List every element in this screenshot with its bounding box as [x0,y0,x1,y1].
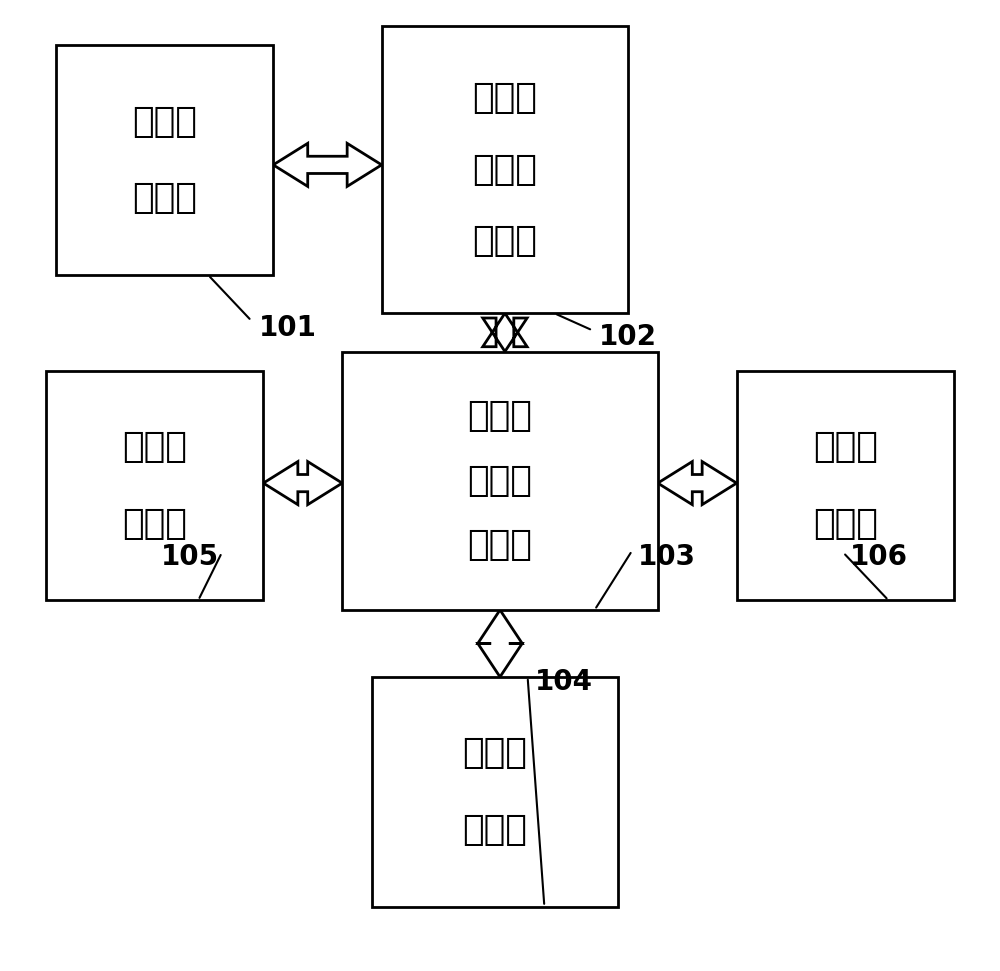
Text: 信息集: 信息集 [468,399,532,433]
Polygon shape [263,461,342,505]
Text: 106: 106 [850,544,908,571]
Text: 101: 101 [258,314,316,342]
FancyBboxPatch shape [342,352,658,610]
Text: 感模块: 感模块 [132,182,197,216]
FancyBboxPatch shape [737,371,954,600]
Polygon shape [658,461,737,505]
Text: 测与识: 测与识 [472,152,537,186]
FancyBboxPatch shape [382,26,628,314]
Text: 目标检: 目标检 [472,81,537,115]
Polygon shape [273,144,382,186]
FancyBboxPatch shape [372,677,618,907]
Text: 敌我识: 敌我识 [463,736,528,771]
Text: 制模块: 制模块 [468,528,532,562]
Text: 备模块: 备模块 [122,507,187,541]
Text: 防御设: 防御设 [122,430,187,464]
Text: 多模传: 多模传 [132,105,197,139]
Text: 104: 104 [535,668,593,695]
Text: 别模块: 别模块 [463,813,528,847]
Text: 102: 102 [599,323,657,352]
Text: 103: 103 [638,544,696,571]
Polygon shape [483,314,527,352]
Text: 数据情: 数据情 [813,430,878,464]
FancyBboxPatch shape [56,46,273,275]
Text: 报中心: 报中心 [813,507,878,541]
Polygon shape [478,610,522,677]
Text: 105: 105 [161,544,219,571]
Text: 成与控: 成与控 [468,464,532,498]
Text: 别模块: 别模块 [472,224,537,258]
FancyBboxPatch shape [46,371,263,600]
